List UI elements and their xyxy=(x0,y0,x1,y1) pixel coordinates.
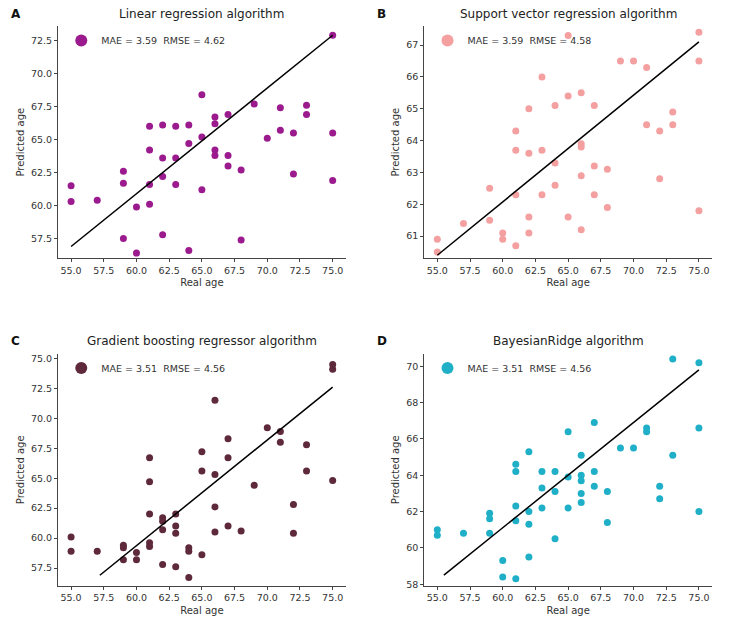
svg-text:55.0: 55.0 xyxy=(427,265,448,276)
svg-text:62.5: 62.5 xyxy=(525,592,546,603)
svg-text:72.5: 72.5 xyxy=(31,383,52,394)
svg-text:61: 61 xyxy=(406,230,418,241)
svg-text:62.5: 62.5 xyxy=(159,592,180,603)
svg-text:75.0: 75.0 xyxy=(688,265,709,276)
svg-text:BayesianRidge algorithm: BayesianRidge algorithm xyxy=(493,334,644,348)
svg-text:72.5: 72.5 xyxy=(289,592,310,603)
svg-text:67.5: 67.5 xyxy=(590,265,611,276)
svg-text:55.0: 55.0 xyxy=(61,265,82,276)
svg-text:57.5: 57.5 xyxy=(459,592,480,603)
svg-text:75.0: 75.0 xyxy=(322,592,343,603)
svg-text:Real age: Real age xyxy=(546,277,589,288)
svg-text:67.5: 67.5 xyxy=(31,101,52,112)
svg-text:62: 62 xyxy=(406,506,418,517)
svg-text:67: 67 xyxy=(406,39,418,50)
svg-text:75.0: 75.0 xyxy=(688,592,709,603)
svg-text:60.0: 60.0 xyxy=(31,532,52,543)
svg-text:C: C xyxy=(11,334,20,348)
svg-text:65.0: 65.0 xyxy=(31,473,52,484)
svg-text:MAE = 3.51 RMSE = 4.56: MAE = 3.51 RMSE = 4.56 xyxy=(101,363,225,374)
svg-text:64: 64 xyxy=(406,135,418,146)
svg-text:60.0: 60.0 xyxy=(492,265,513,276)
svg-text:Real age: Real age xyxy=(180,277,223,288)
svg-text:Gradient boosting regressor al: Gradient boosting regressor algorithm xyxy=(87,334,317,348)
svg-text:67.5: 67.5 xyxy=(31,443,52,454)
svg-text:Real age: Real age xyxy=(180,605,223,616)
svg-text:67.5: 67.5 xyxy=(224,592,245,603)
svg-text:65.0: 65.0 xyxy=(31,134,52,145)
svg-text:62.5: 62.5 xyxy=(525,265,546,276)
svg-text:65.0: 65.0 xyxy=(191,265,212,276)
svg-text:72.5: 72.5 xyxy=(31,35,52,46)
svg-text:70.0: 70.0 xyxy=(31,413,52,424)
svg-text:68: 68 xyxy=(406,397,418,408)
svg-text:72.5: 72.5 xyxy=(656,265,677,276)
svg-text:70.0: 70.0 xyxy=(31,68,52,79)
svg-text:75.0: 75.0 xyxy=(31,353,52,364)
svg-text:70.0: 70.0 xyxy=(257,265,278,276)
svg-text:Predicted age: Predicted age xyxy=(390,108,401,177)
svg-text:65.0: 65.0 xyxy=(191,592,212,603)
svg-text:65.0: 65.0 xyxy=(558,592,579,603)
svg-text:60: 60 xyxy=(406,542,418,553)
svg-text:Predicted age: Predicted age xyxy=(15,435,26,504)
svg-text:62.5: 62.5 xyxy=(31,167,52,178)
svg-text:70.0: 70.0 xyxy=(623,265,644,276)
svg-text:70: 70 xyxy=(406,361,418,372)
svg-text:57.5: 57.5 xyxy=(31,562,52,573)
svg-text:57.5: 57.5 xyxy=(93,592,114,603)
svg-text:60.0: 60.0 xyxy=(126,265,147,276)
svg-text:65: 65 xyxy=(406,103,418,114)
svg-text:55.0: 55.0 xyxy=(427,592,448,603)
svg-text:58: 58 xyxy=(406,579,418,590)
svg-text:75.0: 75.0 xyxy=(322,265,343,276)
svg-text:67.5: 67.5 xyxy=(224,265,245,276)
svg-text:55.0: 55.0 xyxy=(61,592,82,603)
svg-text:57.5: 57.5 xyxy=(31,233,52,244)
svg-text:65.0: 65.0 xyxy=(558,265,579,276)
svg-text:60.0: 60.0 xyxy=(492,592,513,603)
svg-text:63: 63 xyxy=(406,167,418,178)
svg-text:D: D xyxy=(377,334,387,348)
svg-text:MAE = 3.59 RMSE = 4.62: MAE = 3.59 RMSE = 4.62 xyxy=(101,35,225,46)
svg-text:Real age: Real age xyxy=(546,605,589,616)
svg-text:60.0: 60.0 xyxy=(126,592,147,603)
svg-text:62: 62 xyxy=(406,199,418,210)
svg-text:Support vector regression algo: Support vector regression algorithm xyxy=(460,7,677,21)
svg-text:60.0: 60.0 xyxy=(31,200,52,211)
svg-text:Predicted age: Predicted age xyxy=(390,435,401,504)
svg-text:72.5: 72.5 xyxy=(656,592,677,603)
svg-text:MAE = 3.59 RMSE = 4.58: MAE = 3.59 RMSE = 4.58 xyxy=(468,35,592,46)
svg-text:67.5: 67.5 xyxy=(590,592,611,603)
svg-text:66: 66 xyxy=(406,433,418,444)
svg-text:A: A xyxy=(11,7,21,21)
svg-text:57.5: 57.5 xyxy=(93,265,114,276)
svg-text:64: 64 xyxy=(406,470,418,481)
svg-text:70.0: 70.0 xyxy=(623,592,644,603)
svg-text:MAE = 3.51 RMSE = 4.56: MAE = 3.51 RMSE = 4.56 xyxy=(468,363,592,374)
svg-text:62.5: 62.5 xyxy=(31,502,52,513)
svg-text:72.5: 72.5 xyxy=(289,265,310,276)
svg-text:Predicted age: Predicted age xyxy=(15,108,26,177)
svg-text:62.5: 62.5 xyxy=(159,265,180,276)
svg-text:57.5: 57.5 xyxy=(459,265,480,276)
svg-text:70.0: 70.0 xyxy=(257,592,278,603)
svg-text:Linear regression algorithm: Linear regression algorithm xyxy=(119,7,284,21)
svg-text:66: 66 xyxy=(406,71,418,82)
svg-text:B: B xyxy=(377,7,386,21)
